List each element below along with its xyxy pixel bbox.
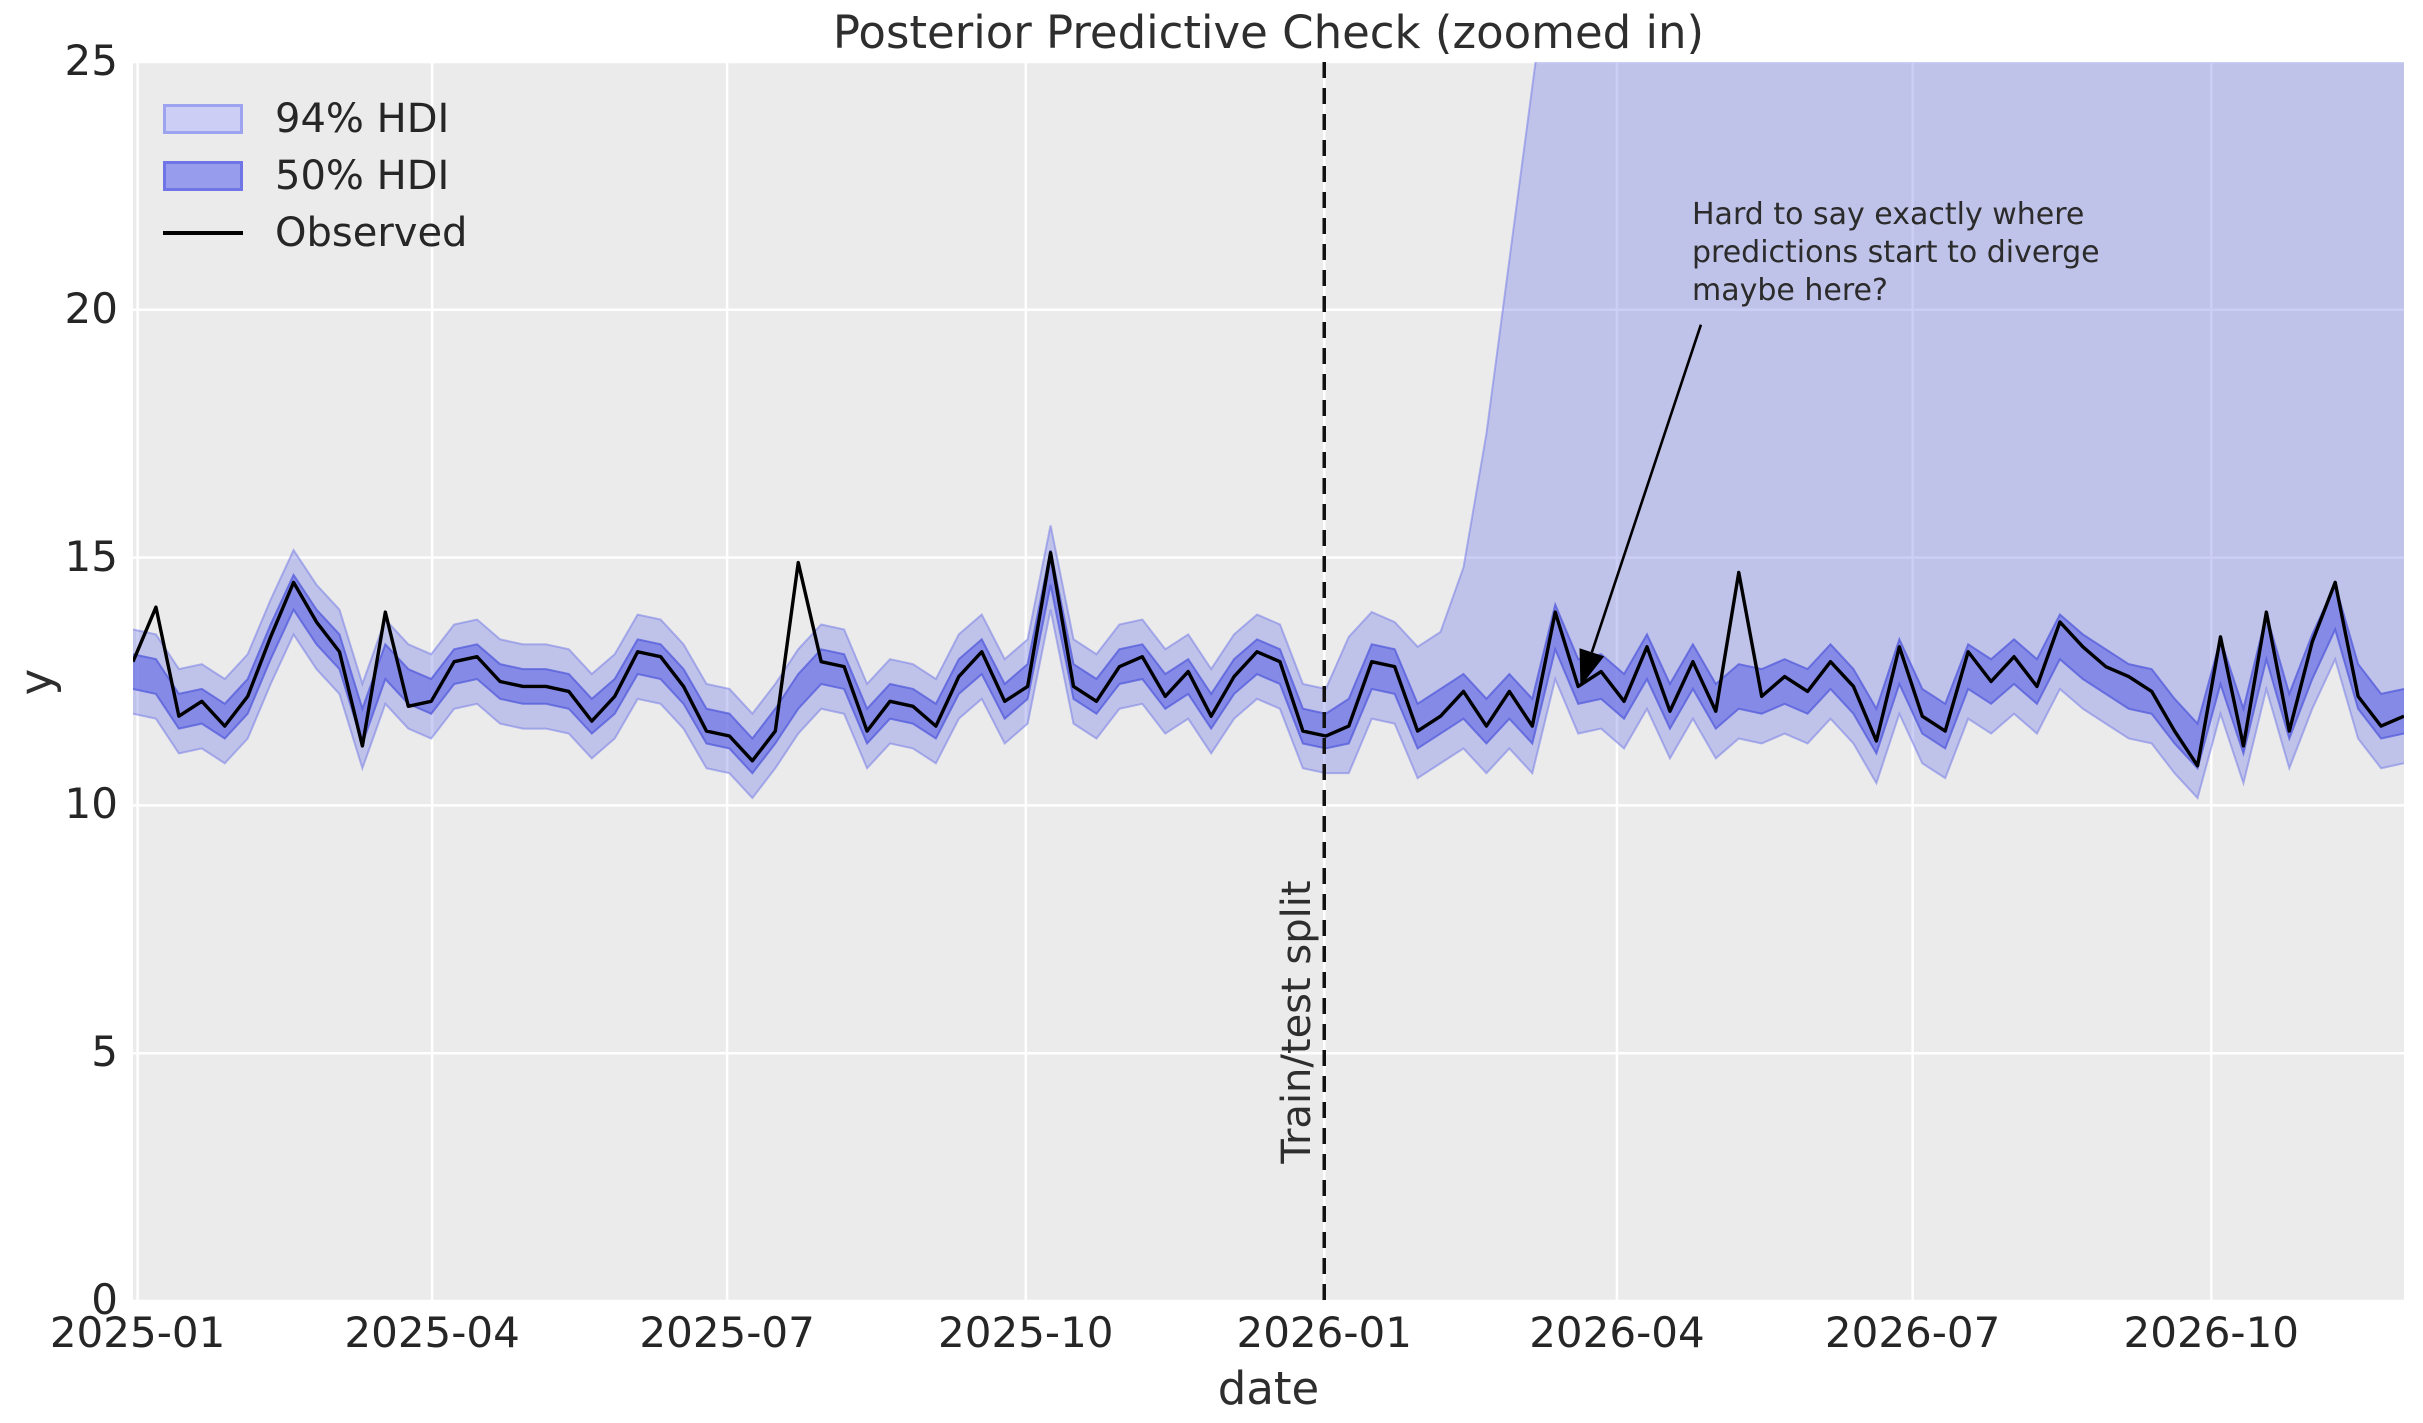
y-tick-label: 15 — [64, 531, 118, 581]
y-tick-label: 5 — [91, 1027, 118, 1077]
x-tick-label: 2026-01 — [1236, 1308, 1412, 1357]
hdi94-upper-edge — [133, 62, 1537, 716]
y-tick-label: 10 — [64, 779, 118, 829]
legend-item-50-hdi: 50% HDI — [163, 147, 467, 204]
observed-line — [133, 550, 2404, 768]
legend: 94% HDI 50% HDI Observed — [163, 90, 467, 261]
x-tick-label: 2026-07 — [1824, 1308, 2001, 1357]
y-axis-label: y — [9, 668, 63, 696]
x-tick-label: 2025-10 — [938, 1308, 1114, 1357]
annotation-arrowhead-icon — [1579, 648, 1605, 687]
legend-label: Observed — [275, 209, 468, 256]
train-test-split-label: Train/test split — [1274, 880, 1320, 1164]
hdi50-swatch-icon — [163, 160, 243, 191]
x-axis-label: date — [1217, 1362, 1320, 1415]
observed-line-icon — [163, 230, 243, 235]
chart-title: Posterior Predictive Check (zoomed in) — [832, 6, 1705, 59]
x-tick-label: 2025-04 — [344, 1308, 520, 1357]
y-tick-label: 25 — [64, 36, 118, 85]
annotation-line: predictions start to diverge — [1692, 235, 2100, 270]
x-tick-label: 2026-04 — [1529, 1308, 1705, 1357]
hdi50-upper-edge — [133, 549, 2404, 741]
hdi94-swatch-icon — [163, 103, 243, 134]
hdi50-lower-edge — [133, 584, 2404, 775]
y-tick-label: 0 — [91, 1275, 118, 1324]
legend-label: 94% HDI — [275, 95, 450, 142]
annotation-line: maybe here? — [1692, 273, 1888, 308]
legend-label: 50% HDI — [275, 152, 450, 199]
hdi94-lower-edge — [133, 609, 2404, 800]
annotation-line: Hard to say exactly where — [1692, 197, 2085, 232]
y-tick-label: 20 — [64, 283, 118, 333]
annotation-text: Hard to say exactly where predictions st… — [1692, 196, 2100, 310]
x-tick-label: 2025-01 — [49, 1308, 226, 1357]
x-tick-label: 2026-10 — [2123, 1308, 2300, 1357]
x-tick-label: 2025-07 — [639, 1308, 815, 1357]
legend-item-94-hdi: 94% HDI — [163, 90, 467, 147]
hdi94-band — [133, 62, 2404, 798]
annotation-arrow-line — [1590, 324, 1703, 653]
legend-item-observed: Observed — [163, 204, 467, 261]
